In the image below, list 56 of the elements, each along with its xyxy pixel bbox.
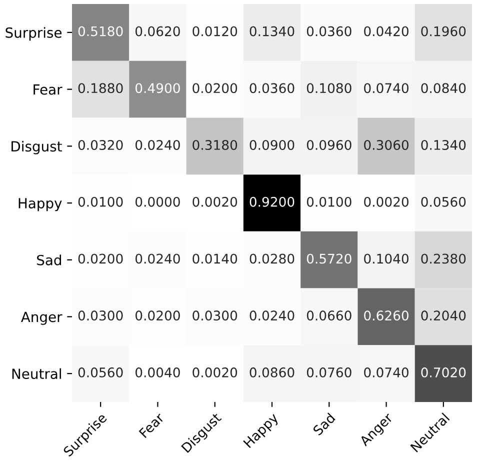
data-label: 0.3060 — [364, 140, 408, 150]
y-tick-label: Disgust — [12, 140, 62, 154]
data-label: 0.0860 — [250, 367, 294, 378]
data-label: 0.0200 — [136, 310, 180, 321]
data-label: 0.0360 — [306, 26, 352, 36]
data-label: 0.1960 — [421, 26, 466, 36]
data-label: 0.1340 — [250, 26, 294, 36]
data-label: 0.0100 — [78, 196, 123, 207]
data-label: 0.4900 — [136, 83, 180, 94]
data-label: 0.6260 — [364, 310, 408, 321]
data-label: 0.0900 — [250, 140, 294, 150]
data-label: 0.0020 — [192, 367, 238, 378]
y-tick-label: Sad — [37, 254, 62, 266]
data-label: 0.0040 — [136, 367, 180, 378]
data-label: 0.0760 — [306, 367, 352, 378]
data-label: 0.0420 — [364, 26, 408, 36]
data-label: 0.0620 — [136, 26, 180, 36]
data-label: 0.5180 — [78, 26, 123, 36]
y-tick-label: Surprise — [6, 27, 62, 41]
data-label: 0.0020 — [364, 196, 408, 207]
data-label: 0.0560 — [78, 367, 123, 378]
data-label: 0.0240 — [250, 310, 294, 321]
data-label: 0.0320 — [78, 140, 123, 150]
data-label: 0.1340 — [421, 140, 466, 150]
data-label: 0.0360 — [250, 83, 294, 94]
data-label: 0.0140 — [192, 254, 238, 264]
data-label: 0.0660 — [306, 310, 352, 321]
data-label: 0.1080 — [306, 83, 352, 94]
y-tick-label: Fear — [34, 84, 62, 95]
data-label: 0.1040 — [364, 254, 408, 264]
data-label: 0.0020 — [192, 196, 238, 207]
data-label: 0.0560 — [421, 196, 466, 207]
data-label: 0.0100 — [306, 196, 352, 207]
data-label: 0.0840 — [421, 83, 466, 94]
data-label: 0.0280 — [250, 254, 294, 264]
data-label: 0.0000 — [136, 196, 180, 207]
data-label: 0.0200 — [78, 254, 123, 264]
y-tick-label: Happy — [18, 198, 62, 212]
data-label: 0.3180 — [192, 140, 238, 150]
data-label: 0.0300 — [192, 310, 238, 321]
data-label: 0.0960 — [306, 140, 352, 150]
data-label: 0.0740 — [364, 83, 408, 94]
data-label: 0.0240 — [136, 140, 180, 150]
data-label: 0.2380 — [421, 254, 466, 264]
data-label: 0.2040 — [421, 310, 466, 321]
data-label: 0.0200 — [192, 83, 238, 94]
data-label: 0.0740 — [364, 367, 408, 378]
y-tick-label: Anger — [21, 312, 62, 325]
y-tick-label: Neutral — [12, 368, 61, 380]
data-label: 0.9200 — [250, 196, 294, 207]
data-label: 0.0300 — [78, 310, 123, 321]
data-label: 0.5720 — [306, 254, 352, 264]
data-label: 0.0120 — [192, 26, 238, 36]
data-label: 0.7020 — [421, 367, 466, 378]
data-label: 0.1880 — [78, 83, 123, 94]
data-label: 0.0240 — [136, 254, 180, 264]
